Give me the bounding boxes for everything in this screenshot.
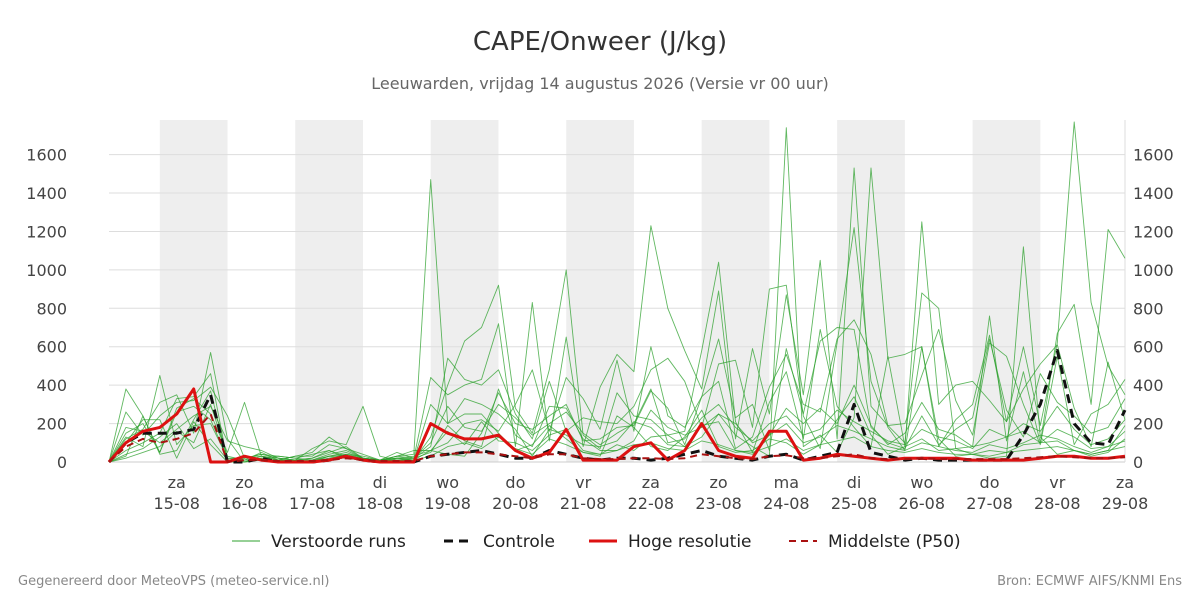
x-tick-day-21-08: vr bbox=[575, 473, 591, 492]
y-tick-right-1600: 1600 bbox=[1133, 146, 1174, 165]
x-tick-day-15-08: za bbox=[168, 473, 186, 492]
x-axis: za 15-08 zo 16-08 ma 17-08 di 18-08 wo 19-08 do 20-… bbox=[153, 473, 1148, 513]
x-tick-day-16-08: zo bbox=[235, 473, 253, 492]
shaded-band-1 bbox=[295, 120, 363, 462]
x-tick-date-21-08: 21-08 bbox=[560, 494, 607, 513]
x-tick-day-23-08: zo bbox=[710, 473, 728, 492]
x-tick-date-18-08: 18-08 bbox=[357, 494, 404, 513]
x-tick-day-26-08: wo bbox=[910, 473, 933, 492]
x-tick-day-17-08: ma bbox=[300, 473, 325, 492]
x-tick-date-16-08: 16-08 bbox=[221, 494, 268, 513]
x-tick-date-27-08: 27-08 bbox=[966, 494, 1013, 513]
footer-generated-by: Gegenereerd door MeteoVPS (meteo-service… bbox=[18, 574, 329, 589]
x-tick-date-19-08: 19-08 bbox=[424, 494, 471, 513]
x-tick-date-29-08: 29-08 bbox=[1102, 494, 1149, 513]
y-tick-right-0: 0 bbox=[1133, 453, 1143, 472]
chart-title: CAPE/Onweer (J/kg) bbox=[473, 27, 727, 57]
y-tick-left-600: 600 bbox=[36, 338, 67, 357]
x-tick-day-25-08: di bbox=[847, 473, 862, 492]
legend: Verstoorde runs Controle Hoge resolutie Mid… bbox=[232, 532, 961, 552]
x-tick-day-19-08: wo bbox=[436, 473, 459, 492]
shaded-band-6 bbox=[972, 120, 1041, 462]
y-axis-right: 0 200 400 600 800 1000 1200 1400 1600 bbox=[1133, 146, 1174, 472]
y-tick-left-1000: 1000 bbox=[26, 261, 67, 280]
chart-subtitle: Leeuwarden, vrijdag 14 augustus 2026 (Ve… bbox=[371, 74, 829, 93]
x-tick-date-22-08: 22-08 bbox=[628, 494, 675, 513]
shaded-band-3 bbox=[566, 120, 634, 462]
ensemble-line-6 bbox=[108, 319, 1126, 463]
x-tick-date-23-08: 23-08 bbox=[695, 494, 742, 513]
series-line-median bbox=[108, 413, 1126, 463]
y-tick-right-1400: 1400 bbox=[1133, 184, 1174, 203]
main-series-group bbox=[107, 349, 1127, 464]
x-tick-date-28-08: 28-08 bbox=[1034, 494, 1081, 513]
y-tick-right-400: 400 bbox=[1133, 376, 1164, 395]
legend-label-control: Controle bbox=[483, 532, 555, 552]
x-tick-day-22-08: za bbox=[642, 473, 660, 492]
y-tick-left-0: 0 bbox=[57, 453, 67, 472]
y-tick-right-200: 200 bbox=[1133, 415, 1164, 434]
y-tick-right-800: 800 bbox=[1133, 299, 1164, 318]
x-tick-day-18-08: di bbox=[373, 473, 388, 492]
x-tick-day-29-08: za bbox=[1116, 473, 1134, 492]
x-tick-day-24-08: ma bbox=[774, 473, 799, 492]
ensemble-line-5 bbox=[108, 327, 1126, 463]
x-tick-date-25-08: 25-08 bbox=[831, 494, 878, 513]
y-tick-left-800: 800 bbox=[36, 299, 67, 318]
x-tick-date-17-08: 17-08 bbox=[289, 494, 336, 513]
legend-label-median: Middelste (P50) bbox=[828, 532, 961, 552]
x-tick-day-28-08: vr bbox=[1049, 473, 1065, 492]
x-tick-date-15-08: 15-08 bbox=[153, 494, 200, 513]
y-tick-right-1200: 1200 bbox=[1133, 222, 1174, 241]
shaded-band-2 bbox=[430, 120, 499, 462]
x-tick-date-20-08: 20-08 bbox=[492, 494, 539, 513]
y-tick-left-1400: 1400 bbox=[26, 184, 67, 203]
x-tick-day-20-08: do bbox=[505, 473, 525, 492]
shaded-band-4 bbox=[701, 120, 770, 462]
x-tick-day-27-08: do bbox=[980, 473, 1000, 492]
y-tick-left-1200: 1200 bbox=[26, 222, 67, 241]
x-tick-date-26-08: 26-08 bbox=[899, 494, 946, 513]
y-tick-left-200: 200 bbox=[36, 415, 67, 434]
x-tick-date-24-08: 24-08 bbox=[763, 494, 810, 513]
y-tick-right-1000: 1000 bbox=[1133, 261, 1174, 280]
y-tick-right-600: 600 bbox=[1133, 338, 1164, 357]
y-tick-left-400: 400 bbox=[36, 376, 67, 395]
footer-source: Bron: ECMWF AIFS/KNMI Ens bbox=[997, 574, 1182, 589]
legend-label-ensemble: Verstoorde runs bbox=[271, 532, 406, 552]
y-axis-left: 0 200 400 600 800 1000 1200 1400 1600 bbox=[26, 146, 67, 472]
legend-label-high_res: Hoge resolutie bbox=[628, 532, 752, 552]
y-tick-left-1600: 1600 bbox=[26, 146, 67, 165]
